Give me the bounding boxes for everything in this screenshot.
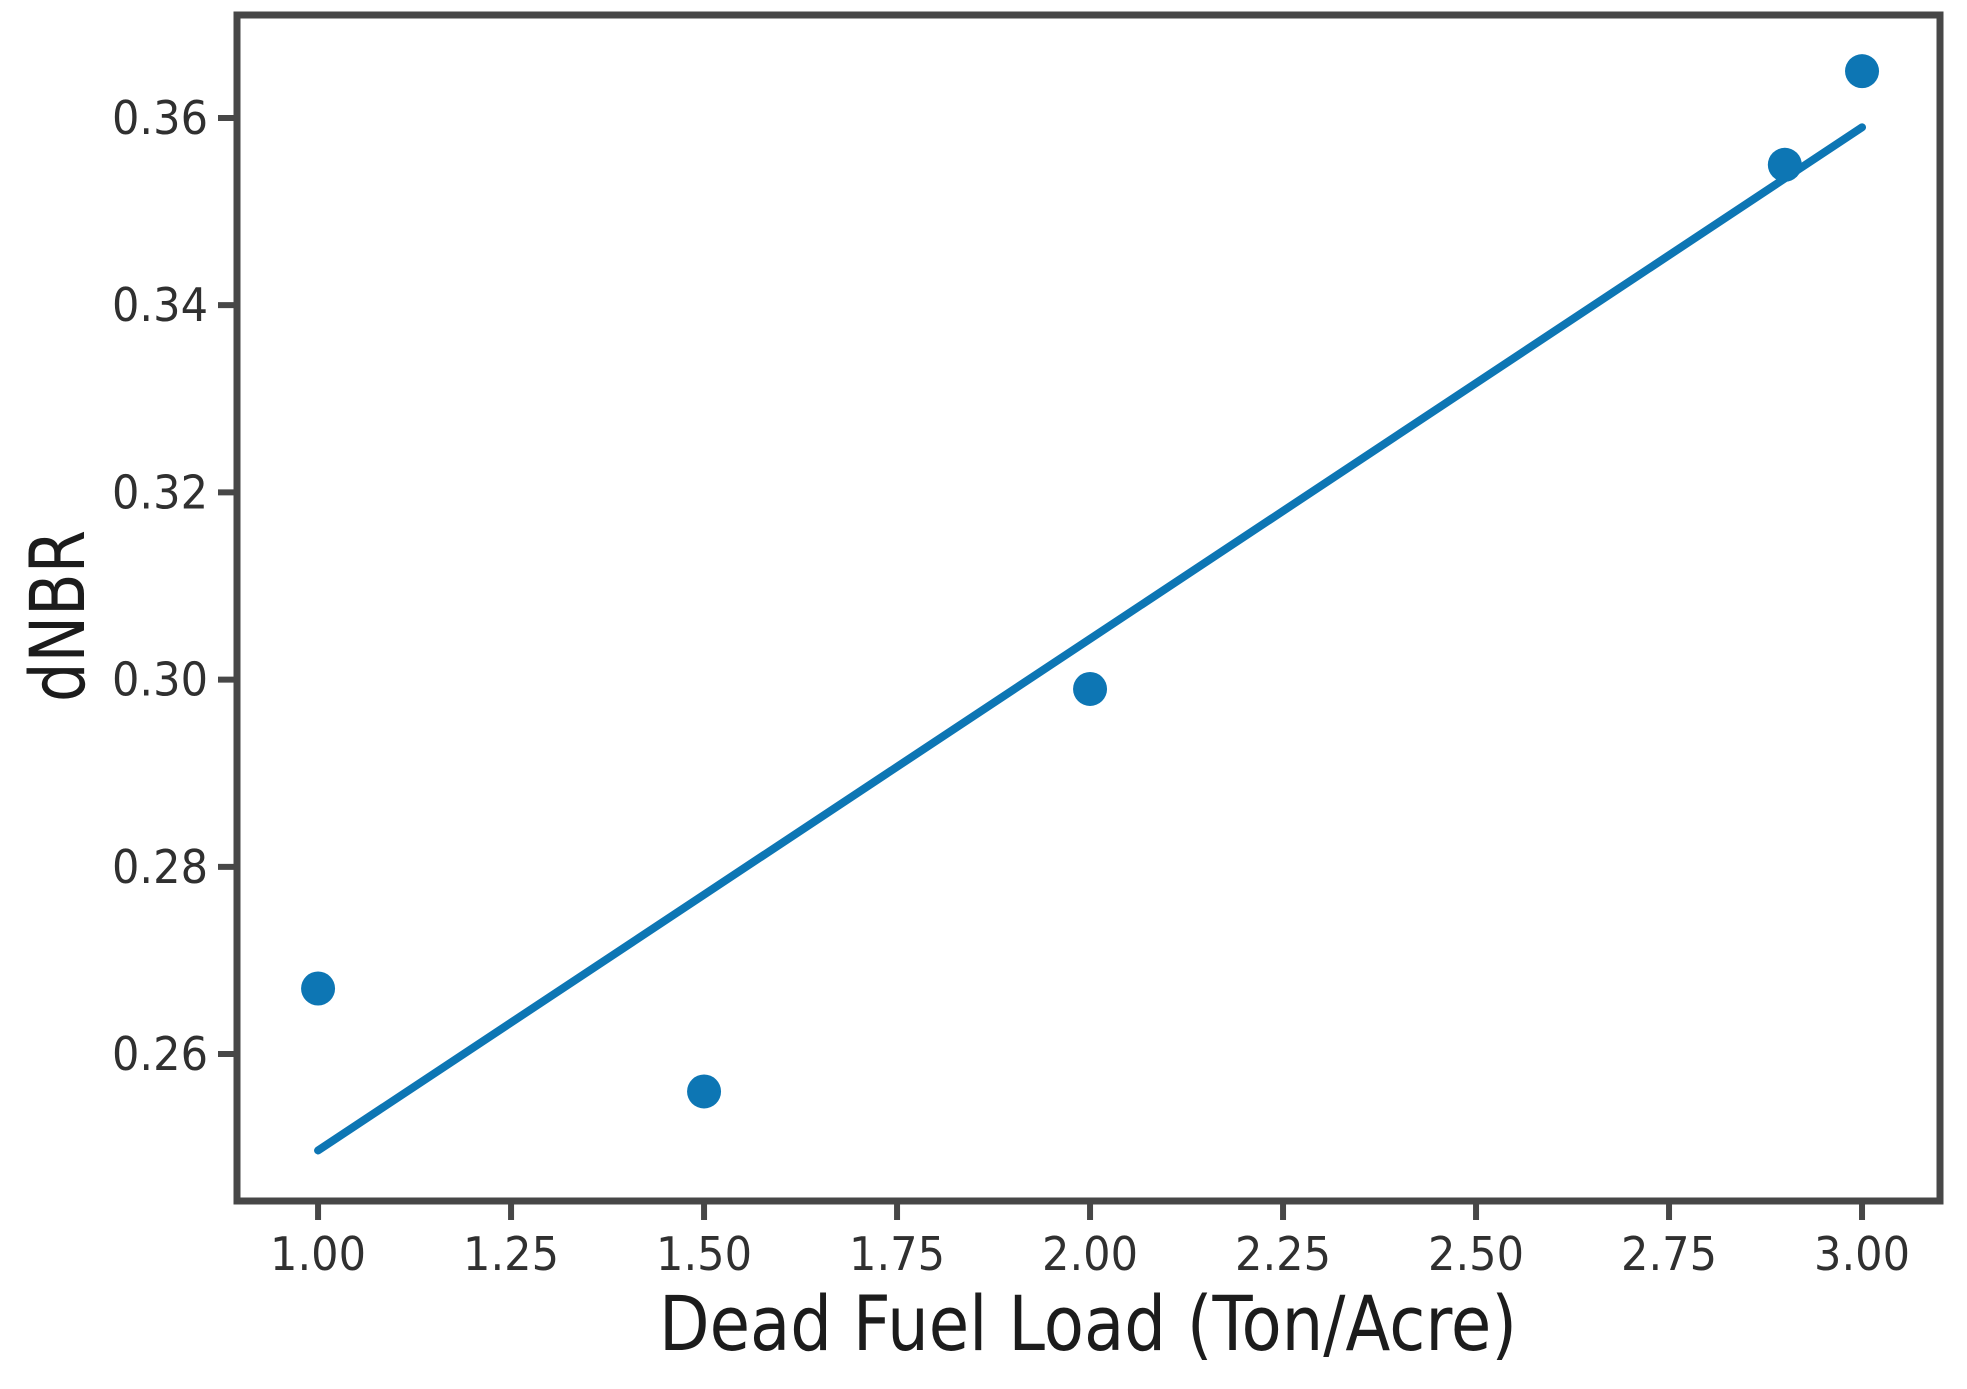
x-axis-label: Dead Fuel Load (Ton/Acre) — [659, 1279, 1517, 1368]
y-tick-label: 0.30 — [112, 653, 208, 707]
data-point — [1073, 671, 1108, 706]
y-tick-label: 0.34 — [112, 278, 208, 332]
x-tick-label: 1.25 — [463, 1227, 559, 1281]
data-point — [1767, 147, 1802, 182]
y-axis-label: dNBR — [13, 530, 102, 702]
y-tick-label: 0.28 — [112, 840, 208, 894]
x-tick-label: 2.50 — [1428, 1227, 1524, 1281]
plot-border — [233, 11, 1944, 1205]
y-tick-label: 0.26 — [112, 1027, 208, 1081]
data-point — [301, 971, 336, 1006]
x-tick-label: 2.25 — [1235, 1227, 1331, 1281]
y-tick-label: 0.32 — [112, 465, 208, 519]
y-tick-label: 0.36 — [112, 91, 208, 145]
trend-line — [314, 123, 1867, 1155]
x-tick-label: 1.75 — [849, 1227, 945, 1281]
x-tick-label: 1.50 — [656, 1227, 752, 1281]
x-tick-label: 1.00 — [270, 1227, 366, 1281]
data-point — [1845, 54, 1880, 89]
x-tick-label: 2.75 — [1621, 1227, 1717, 1281]
x-tick-label: 2.00 — [1042, 1227, 1138, 1281]
x-tick-label: 3.00 — [1814, 1227, 1910, 1281]
data-point — [687, 1074, 722, 1109]
